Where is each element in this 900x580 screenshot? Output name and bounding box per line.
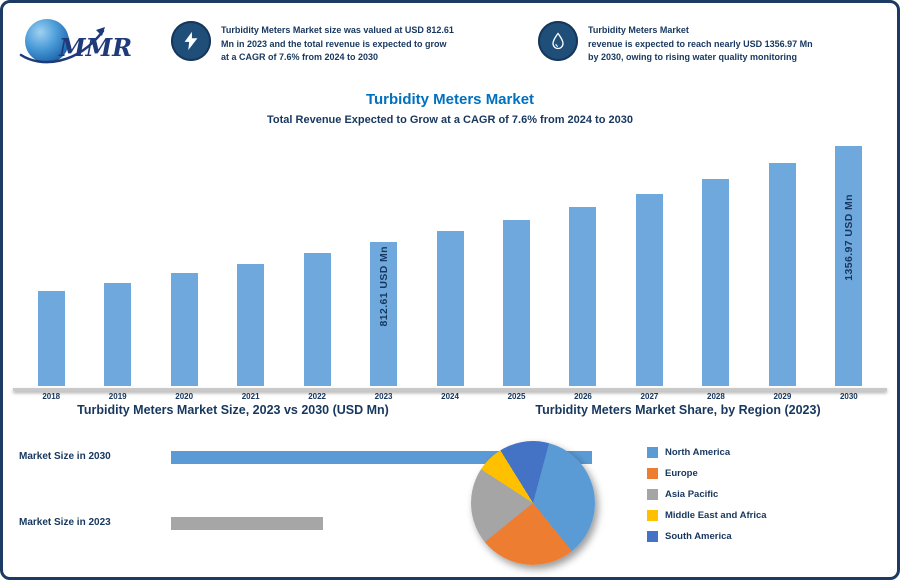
x-axis-label: 2020 bbox=[175, 392, 194, 401]
header-highlight-1-text: Turbidity Meters Market size was valued … bbox=[221, 21, 454, 65]
lightning-icon bbox=[171, 21, 211, 61]
bar-column: 2026 bbox=[550, 143, 616, 401]
header-line: at a CAGR of 7.6% from 2024 to 2030 bbox=[221, 52, 379, 62]
globe-icon bbox=[25, 19, 69, 63]
legend-item: North America bbox=[647, 447, 767, 458]
bar-2020 bbox=[170, 272, 198, 386]
bar-column: 812.61 USD Mn 2023 bbox=[350, 143, 416, 401]
legend-item: Middle East and Africa bbox=[647, 510, 767, 521]
region-pie-chart bbox=[471, 441, 595, 565]
pie-legend: North America Europe Asia Pacific Middle Ea… bbox=[647, 447, 767, 552]
x-axis-label: 2025 bbox=[507, 392, 526, 401]
bar-2022 bbox=[303, 253, 331, 386]
bar-column: 2018 bbox=[18, 143, 84, 401]
bar-2019 bbox=[104, 282, 132, 386]
legend-item: South America bbox=[647, 531, 767, 542]
legend-swatch bbox=[647, 531, 658, 542]
bar-value-label: 1356.97 USD Mn bbox=[842, 194, 855, 281]
legend-label: Asia Pacific bbox=[665, 489, 719, 500]
page-title: Turbidity Meters Market bbox=[365, 91, 535, 108]
legend-swatch bbox=[647, 447, 658, 458]
size-bar-row: Market Size in 2023 bbox=[19, 505, 619, 541]
bar-2023: 812.61 USD Mn bbox=[370, 242, 398, 386]
legend-label: Middle East and Africa bbox=[665, 510, 767, 521]
size-bar-label: Market Size in 2030 bbox=[19, 451, 111, 463]
bar-column: 2029 bbox=[749, 143, 815, 401]
logo-swoosh-icon bbox=[19, 27, 105, 64]
legend-swatch bbox=[647, 468, 658, 479]
legend-label: South America bbox=[665, 531, 732, 542]
header-highlight-2: Turbidity Meters Market revenue is expec… bbox=[538, 21, 888, 65]
page-subtitle: Total Revenue Expected to Grow at a CAGR… bbox=[267, 114, 633, 126]
bar-2028 bbox=[702, 179, 730, 386]
header-line: by 2030, owing to rising water quality m… bbox=[588, 52, 798, 62]
legend-item: Europe bbox=[647, 468, 767, 479]
x-axis-label: 2030 bbox=[839, 392, 858, 401]
x-axis-label: 2024 bbox=[441, 392, 459, 401]
bar-2029 bbox=[768, 163, 796, 386]
bar-2026 bbox=[569, 207, 597, 386]
left-section-heading: Turbidity Meters Market Size, 2023 vs 20… bbox=[77, 403, 389, 417]
x-axis-line bbox=[13, 388, 887, 391]
x-axis-label: 2026 bbox=[574, 392, 592, 401]
header-line: Turbidity Meters Market bbox=[588, 25, 689, 35]
header-line: Mn in 2023 and the total revenue is expe… bbox=[221, 38, 447, 49]
bar-2030: 1356.97 USD Mn bbox=[835, 146, 863, 386]
bar-column: 2019 bbox=[84, 143, 150, 401]
x-axis-label: 2028 bbox=[707, 392, 725, 401]
logo: MMR bbox=[17, 15, 157, 71]
header-line: Turbidity Meters Market size was valued … bbox=[221, 25, 454, 35]
bar-column: 1356.97 USD Mn 2030 bbox=[816, 143, 882, 401]
x-axis-label: 2022 bbox=[308, 392, 326, 401]
right-section-heading: Turbidity Meters Market Share, by Region… bbox=[535, 403, 821, 417]
bar-column: 2027 bbox=[616, 143, 682, 401]
bar-2018 bbox=[37, 290, 65, 386]
size-bar-label: Market Size in 2023 bbox=[19, 517, 111, 529]
bar-column: 2024 bbox=[417, 143, 483, 401]
revenue-bar-chart: 2018 2019 2020 2021 2022 812.61 USD Mn 2023 202… bbox=[18, 143, 882, 401]
size-bar-track bbox=[171, 516, 619, 530]
x-axis-label: 2029 bbox=[773, 392, 792, 401]
bar-column: 2022 bbox=[284, 143, 350, 401]
bar-2027 bbox=[635, 194, 663, 386]
water-drop-icon bbox=[538, 21, 578, 61]
bar-column: 2020 bbox=[151, 143, 217, 401]
x-axis-label: 2023 bbox=[374, 392, 393, 401]
x-axis-label: 2027 bbox=[640, 392, 659, 401]
x-axis-label: 2019 bbox=[108, 392, 127, 401]
bar-2024 bbox=[436, 231, 464, 386]
logo-text: MMR bbox=[59, 33, 133, 62]
bar-2025 bbox=[503, 219, 531, 386]
bar-column: 2021 bbox=[217, 143, 283, 401]
x-axis-label: 2021 bbox=[241, 392, 260, 401]
bar-value-label: 812.61 USD Mn bbox=[377, 246, 390, 327]
x-axis-label: 2018 bbox=[42, 392, 61, 401]
legend-item: Asia Pacific bbox=[647, 489, 767, 500]
bar-2021 bbox=[237, 264, 265, 386]
legend-swatch bbox=[647, 510, 658, 521]
bar-column: 2025 bbox=[483, 143, 549, 401]
legend-label: North America bbox=[665, 447, 731, 458]
bar-column: 2028 bbox=[683, 143, 749, 401]
size-bar bbox=[171, 516, 324, 530]
legend-swatch bbox=[647, 489, 658, 500]
header-line: revenue is expected to reach nearly USD … bbox=[588, 38, 813, 49]
legend-label: Europe bbox=[665, 468, 698, 479]
header-highlight-1: Turbidity Meters Market size was valued … bbox=[171, 21, 506, 65]
header-highlight-2-text: Turbidity Meters Market revenue is expec… bbox=[588, 21, 813, 65]
